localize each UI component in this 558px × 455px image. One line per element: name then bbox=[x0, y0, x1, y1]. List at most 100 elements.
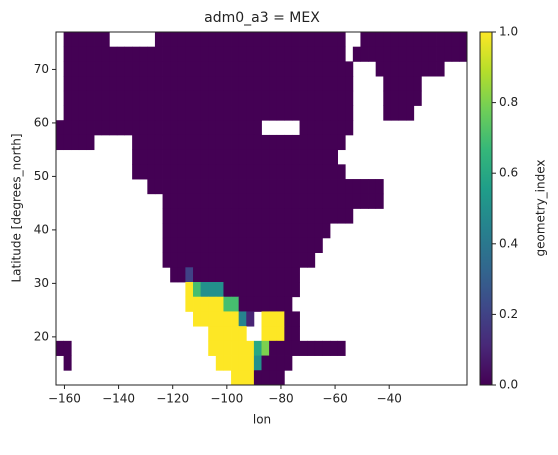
heatmap-cell bbox=[223, 46, 232, 62]
heatmap-cell bbox=[208, 61, 217, 77]
heatmap-cell bbox=[56, 340, 65, 356]
heatmap-cell bbox=[284, 267, 293, 283]
heatmap-cell bbox=[307, 134, 316, 151]
heatmap-cell bbox=[253, 46, 262, 62]
heatmap-cell bbox=[193, 223, 202, 239]
heatmap-cell bbox=[154, 164, 163, 180]
heatmap-cell bbox=[177, 237, 186, 253]
heatmap-cell bbox=[269, 282, 278, 298]
heatmap-cell bbox=[284, 311, 293, 327]
heatmap-cell bbox=[291, 46, 300, 62]
heatmap-cell bbox=[238, 105, 247, 121]
heatmap-cell bbox=[261, 326, 270, 342]
heatmap-cell bbox=[276, 296, 285, 312]
heatmap-cell bbox=[406, 105, 415, 121]
heatmap-cell bbox=[63, 76, 72, 92]
heatmap-cell bbox=[170, 237, 179, 253]
heatmap-cell bbox=[215, 105, 224, 121]
heatmap-cell bbox=[215, 61, 224, 77]
heatmap-cell bbox=[307, 252, 316, 268]
heatmap-cell bbox=[162, 164, 171, 180]
heatmap-cell bbox=[261, 149, 270, 165]
heatmap-cell bbox=[170, 267, 179, 283]
heatmap-cell bbox=[299, 340, 308, 356]
heatmap-cell bbox=[360, 179, 369, 195]
heatmap-cell bbox=[177, 134, 186, 151]
heatmap-cell bbox=[147, 164, 156, 180]
heatmap-cell bbox=[215, 76, 224, 92]
heatmap-cell bbox=[185, 223, 194, 239]
heatmap-cell bbox=[444, 31, 453, 48]
heatmap-cell bbox=[223, 267, 232, 283]
heatmap-cell bbox=[193, 61, 202, 77]
heatmap-cell bbox=[147, 46, 156, 62]
heatmap-cell bbox=[406, 31, 415, 48]
heatmap-cell bbox=[428, 61, 437, 77]
heatmap-cell bbox=[200, 193, 209, 209]
heatmap-cell bbox=[63, 355, 72, 371]
heatmap-cell bbox=[238, 237, 247, 253]
heatmap-cell bbox=[208, 311, 217, 327]
heatmap-cell bbox=[291, 134, 300, 151]
heatmap-cell bbox=[231, 223, 240, 239]
heatmap-cell bbox=[269, 46, 278, 62]
heatmap-cell bbox=[322, 120, 331, 136]
heatmap-cell bbox=[223, 120, 232, 136]
heatmap-cell bbox=[307, 164, 316, 180]
heatmap-cell bbox=[94, 90, 103, 106]
heatmap-cell bbox=[406, 90, 415, 106]
heatmap-cell bbox=[162, 120, 171, 136]
heatmap-cell bbox=[238, 76, 247, 92]
heatmap-cell bbox=[261, 90, 270, 106]
heatmap-cell bbox=[307, 223, 316, 239]
heatmap-cell bbox=[200, 237, 209, 253]
heatmap-cell bbox=[238, 46, 247, 62]
heatmap-cell bbox=[154, 105, 163, 121]
heatmap-cell bbox=[193, 120, 202, 136]
heatmap-cell bbox=[223, 340, 232, 356]
heatmap-cell bbox=[177, 61, 186, 77]
heatmap-cell bbox=[253, 237, 262, 253]
x-axis-label: lon bbox=[253, 413, 271, 427]
heatmap-cell bbox=[215, 164, 224, 180]
heatmap-cell bbox=[360, 193, 369, 209]
heatmap-cell bbox=[200, 90, 209, 106]
heatmap-cell bbox=[101, 120, 110, 136]
heatmap-cell bbox=[215, 90, 224, 106]
heatmap-cell bbox=[330, 149, 339, 165]
heatmap-cell bbox=[246, 340, 255, 356]
heatmap-cell bbox=[223, 237, 232, 253]
heatmap-cell bbox=[101, 61, 110, 77]
heatmap-cell bbox=[238, 326, 247, 342]
heatmap-cell bbox=[215, 311, 224, 327]
heatmap-cell bbox=[139, 46, 148, 62]
heatmap-cell bbox=[162, 237, 171, 253]
heatmap-cell bbox=[56, 120, 65, 136]
heatmap-cell bbox=[94, 120, 103, 136]
heatmap-cell bbox=[215, 134, 224, 151]
heatmap-cell bbox=[337, 46, 346, 62]
heatmap-cell bbox=[215, 193, 224, 209]
heatmap-cell bbox=[276, 193, 285, 209]
heatmap-cell bbox=[193, 282, 202, 298]
heatmap-cell bbox=[261, 193, 270, 209]
heatmap-cell bbox=[116, 76, 125, 92]
heatmap-cell bbox=[299, 149, 308, 165]
heatmap-cell bbox=[86, 105, 95, 121]
heatmap-cell bbox=[147, 179, 156, 195]
heatmap-cell bbox=[63, 46, 72, 62]
heatmap-cell bbox=[109, 61, 118, 77]
heatmap-cell bbox=[330, 340, 339, 356]
heatmap-cell bbox=[177, 31, 186, 48]
heatmap-cell bbox=[223, 149, 232, 165]
heatmap-cell bbox=[177, 267, 186, 283]
heatmap-cell bbox=[86, 134, 95, 151]
heatmap-cell bbox=[238, 149, 247, 165]
heatmap-cell bbox=[307, 46, 316, 62]
heatmap-cell bbox=[253, 105, 262, 121]
heatmap-cell bbox=[63, 120, 72, 136]
heatmap-cell bbox=[71, 120, 80, 136]
heatmap-cell bbox=[337, 105, 346, 121]
heatmap-cell bbox=[269, 370, 278, 386]
heatmap-cell bbox=[78, 120, 87, 136]
